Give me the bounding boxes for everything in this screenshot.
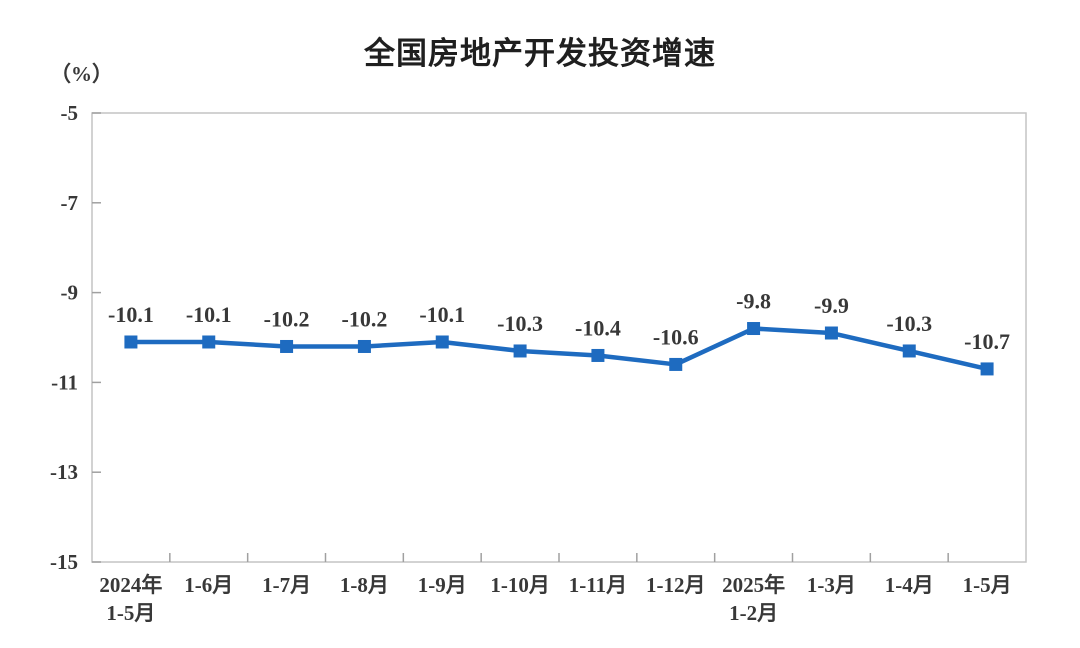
x-axis-category-label-line: 1-12月 xyxy=(646,573,706,597)
data-point-marker xyxy=(280,339,294,353)
x-axis-category-label-line: 1-10月 xyxy=(490,573,550,597)
data-point-label: -10.7 xyxy=(964,329,1010,354)
data-point-marker xyxy=(513,344,527,358)
x-axis-category-label-line: 1-3月 xyxy=(807,573,856,597)
data-point-label: -10.1 xyxy=(108,302,154,327)
x-axis-category-label-line: 1-6月 xyxy=(184,573,233,597)
x-axis-category-label: 1-11月 xyxy=(569,573,627,597)
data-point-marker xyxy=(357,339,371,353)
chart-title: 全国房地产开发投资增速 xyxy=(364,36,716,71)
x-axis-category-label-line: 1-5月 xyxy=(963,573,1012,597)
data-point-marker xyxy=(980,362,994,376)
x-axis-category-label-line: 1-8月 xyxy=(340,573,389,597)
x-axis-category-label: 2024年 1-5月 xyxy=(99,573,162,625)
data-point-label: -9.9 xyxy=(814,293,849,318)
plot-area-border xyxy=(91,112,1027,563)
x-axis-category-label-line: 1-7月 xyxy=(262,573,311,597)
y-axis-tick-label: -7 xyxy=(61,191,79,215)
data-point-label: -10.2 xyxy=(264,306,310,331)
data-point-label: -10.6 xyxy=(653,324,699,349)
data-point-marker xyxy=(124,335,138,349)
data-point-marker xyxy=(824,326,838,340)
data-point-marker xyxy=(747,322,761,336)
x-axis-category-label: 1-9月 xyxy=(418,573,467,597)
x-axis-category-label: 1-3月 xyxy=(807,573,856,597)
x-axis-category-label-line: 1-9月 xyxy=(418,573,467,597)
data-point-label: -10.3 xyxy=(886,311,932,336)
y-axis-tick-label: -15 xyxy=(50,550,78,574)
data-point-label: -10.4 xyxy=(575,315,621,340)
x-axis-category-label: 1-5月 xyxy=(963,573,1012,597)
data-point-marker xyxy=(591,348,605,362)
data-point-marker xyxy=(435,335,449,349)
series-line xyxy=(128,326,990,372)
x-axis-category-label-line: 2025年 xyxy=(722,573,785,597)
x-axis-category-label: 1-6月 xyxy=(184,573,233,597)
x-axis-category-label-line: 1-5月 xyxy=(106,601,155,625)
y-axis-tick-label: -9 xyxy=(61,281,79,305)
x-axis-category-label: 1-12月 xyxy=(646,573,706,597)
data-point-marker xyxy=(902,344,916,358)
x-axis-category-label: 1-10月 xyxy=(490,573,550,597)
data-point-label: -9.8 xyxy=(736,289,771,314)
y-axis-tick-label: -13 xyxy=(50,460,78,484)
y-axis-unit-label: （%） xyxy=(50,62,113,86)
data-point-label: -10.2 xyxy=(342,306,388,331)
x-axis-category-label: 1-7月 xyxy=(262,573,311,597)
data-point-label: -10.1 xyxy=(186,302,232,327)
data-point-label: -10.3 xyxy=(497,311,543,336)
x-axis-category-label: 1-4月 xyxy=(885,573,934,597)
x-axis-category-label-line: 2024年 xyxy=(99,573,162,597)
x-axis-category-label: 1-8月 xyxy=(340,573,389,597)
data-point-marker xyxy=(202,335,216,349)
x-axis-category-label-line: 1-2月 xyxy=(729,601,778,625)
x-axis-category-label-line: 1-11月 xyxy=(569,573,627,597)
x-axis-category-label: 2025年 1-2月 xyxy=(722,573,785,625)
y-axis-tick-label: -11 xyxy=(51,370,78,394)
data-point-marker xyxy=(669,357,683,371)
data-point-label: -10.1 xyxy=(419,302,465,327)
x-axis-category-label-line: 1-4月 xyxy=(885,573,934,597)
y-axis-tick-label: -5 xyxy=(61,101,79,125)
